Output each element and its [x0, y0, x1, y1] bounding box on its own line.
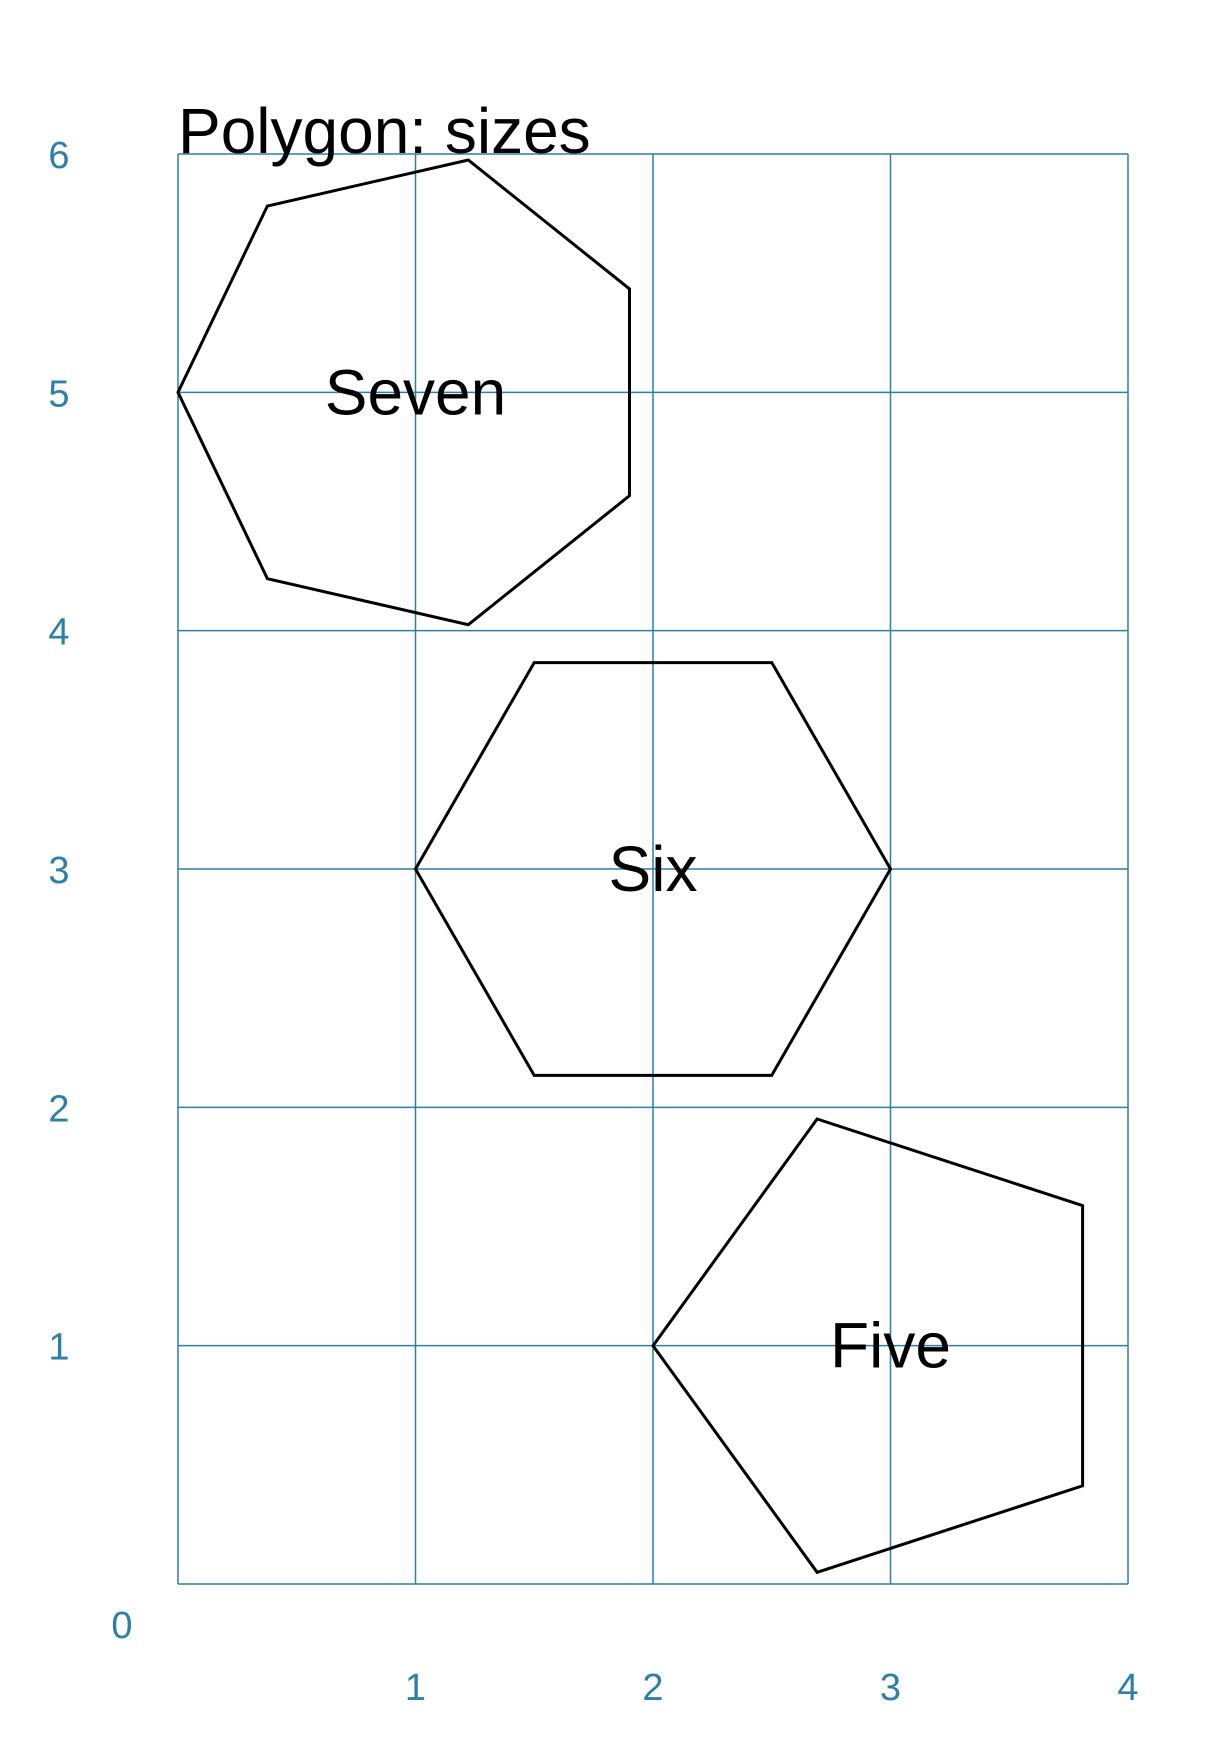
diagram-title: Polygon: sizes [178, 95, 591, 167]
tick-labels: 0 1 2 3 4 5 6 1 2 3 4 [48, 135, 1138, 1709]
y-tick-label: 0 [111, 1605, 132, 1647]
polygon-six [413, 661, 893, 1077]
y-tick-label: 5 [48, 373, 69, 415]
x-tick-label: 1 [405, 1667, 426, 1709]
polygon-label-five: Five [830, 1310, 951, 1382]
polygons: Seven Six Five [176, 158, 1085, 1575]
x-tick-label: 2 [642, 1667, 663, 1709]
y-tick-label: 1 [48, 1327, 69, 1369]
y-tick-label: 2 [48, 1088, 69, 1130]
polygon-label-six: Six [609, 833, 698, 905]
x-tick-label: 4 [1117, 1667, 1138, 1709]
x-tick-label: 3 [880, 1667, 901, 1709]
polygon-seven [176, 158, 631, 627]
y-tick-label: 6 [48, 135, 69, 177]
polygon-label-seven: Seven [325, 356, 506, 428]
y-tick-label: 4 [48, 612, 69, 654]
y-tick-label: 3 [48, 850, 69, 892]
polygon-five [651, 1117, 1085, 1575]
